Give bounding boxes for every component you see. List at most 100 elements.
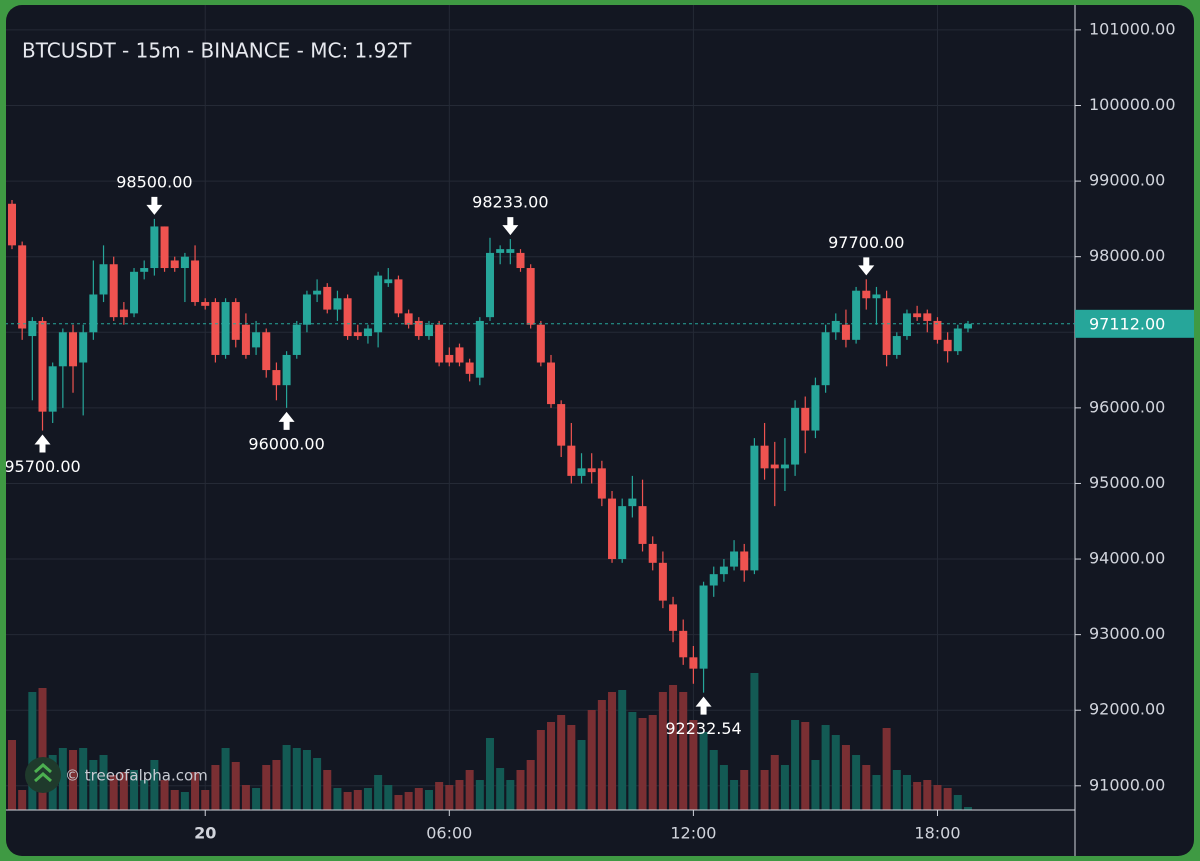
volume-bar (465, 770, 474, 810)
volume-bar (231, 762, 240, 810)
candle-body (811, 385, 820, 431)
candle-body (882, 298, 891, 355)
y-tick-label: 94000.00 (1089, 549, 1165, 568)
volume-bar (862, 765, 871, 810)
candle-body (48, 366, 57, 412)
volume-bar (943, 788, 952, 810)
volume-bar (557, 715, 566, 810)
candle-body (201, 302, 210, 306)
volume-bar (343, 792, 352, 810)
volume-bar (191, 772, 200, 810)
volume-bar (801, 722, 810, 810)
volume-bar (547, 722, 556, 810)
volume-bar (506, 780, 515, 810)
candle-body (841, 324, 850, 340)
chart: 91000.00 92000.00 93000.00 94000.00 95000.00… (6, 5, 1194, 856)
volume-bar (69, 750, 78, 810)
annotation-arrow (146, 196, 163, 215)
candle-body (333, 298, 342, 310)
candle-body (852, 290, 861, 340)
candle-body (180, 256, 189, 269)
chart-frame: 91000.00 92000.00 93000.00 94000.00 95000.00… (6, 5, 1194, 856)
volume-bar (689, 720, 698, 810)
volume-bar (374, 775, 383, 810)
y-tick-label: 96000.00 (1089, 397, 1165, 416)
candle-body (89, 294, 98, 333)
candle-body (58, 332, 67, 367)
candle-body (821, 332, 830, 386)
volume-bar (252, 788, 261, 810)
y-tick-label: 91000.00 (1089, 775, 1165, 794)
candle-body (99, 264, 108, 295)
candle-body (404, 313, 413, 325)
annotation-label: 98233.00 (472, 193, 548, 212)
candle-body (38, 320, 47, 412)
volume-bar (58, 748, 67, 810)
volume-bar (791, 720, 800, 810)
volume-layer (8, 673, 972, 810)
candle-body (323, 286, 332, 310)
candle-body (69, 332, 78, 367)
volume-bar (902, 775, 911, 810)
y-tick-label: 100000.00 (1089, 95, 1176, 114)
candle-body (780, 464, 789, 469)
volume-bar (669, 685, 678, 810)
volume-bar (28, 692, 37, 810)
volume-bar (394, 795, 403, 810)
volume-bar (333, 788, 342, 810)
candle-body (221, 302, 230, 355)
candle-body (740, 551, 749, 571)
last-price-label: 97112.00 (1089, 314, 1165, 333)
candle-body (231, 302, 240, 340)
candle-body (608, 498, 617, 560)
volume-bar (8, 740, 16, 810)
candle-body (902, 313, 911, 337)
candle-body (679, 630, 688, 658)
candle-body (109, 264, 118, 318)
volume-bar (913, 782, 922, 810)
candle-body (831, 320, 840, 333)
volume-bar (170, 790, 179, 810)
volume-bar (750, 673, 759, 810)
watermark-logo (25, 757, 61, 793)
candle-body (557, 404, 566, 446)
x-tick-label: 06:00 (426, 824, 472, 843)
y-tick-label: 99000.00 (1089, 171, 1165, 190)
volume-bar (648, 715, 657, 810)
volume-bar (709, 750, 718, 810)
annotation-label: 97700.00 (828, 233, 904, 252)
annotation-arrow (34, 434, 51, 453)
annotation-layer: 95700.00 98500.00 96000.00 98233.00 92232.54… (6, 172, 904, 738)
volume-bar (831, 735, 840, 810)
candle-body (150, 226, 159, 269)
candle-body (191, 260, 200, 303)
y-tick-label: 95000.00 (1089, 473, 1165, 492)
volume-bar (953, 795, 962, 810)
volume-bar (221, 748, 230, 810)
candle-body (140, 268, 149, 272)
candle-body (241, 324, 250, 355)
candle-body (353, 332, 362, 337)
candle-body (597, 468, 606, 499)
volume-bar (282, 745, 291, 810)
volume-bar (658, 692, 667, 810)
volume-bar (628, 712, 637, 810)
volume-bar (811, 760, 820, 810)
candle-body (516, 252, 525, 269)
volume-bar (241, 785, 250, 810)
volume-bar (363, 788, 372, 810)
annotation-label: 95700.00 (6, 457, 81, 476)
volume-bar (597, 700, 606, 810)
candle-body (730, 551, 739, 567)
candle-body (862, 290, 871, 299)
candle-body (211, 302, 220, 355)
candle-body (953, 328, 962, 352)
volume-bar (526, 760, 535, 810)
candle-body (119, 309, 128, 318)
candle-body (923, 313, 932, 321)
volume-bar (608, 692, 617, 810)
axis-layer: 91000.00 92000.00 93000.00 94000.00 95000.00… (6, 19, 1194, 843)
volume-bar (18, 790, 27, 810)
candle-body (689, 657, 698, 669)
candle-body (943, 339, 952, 352)
